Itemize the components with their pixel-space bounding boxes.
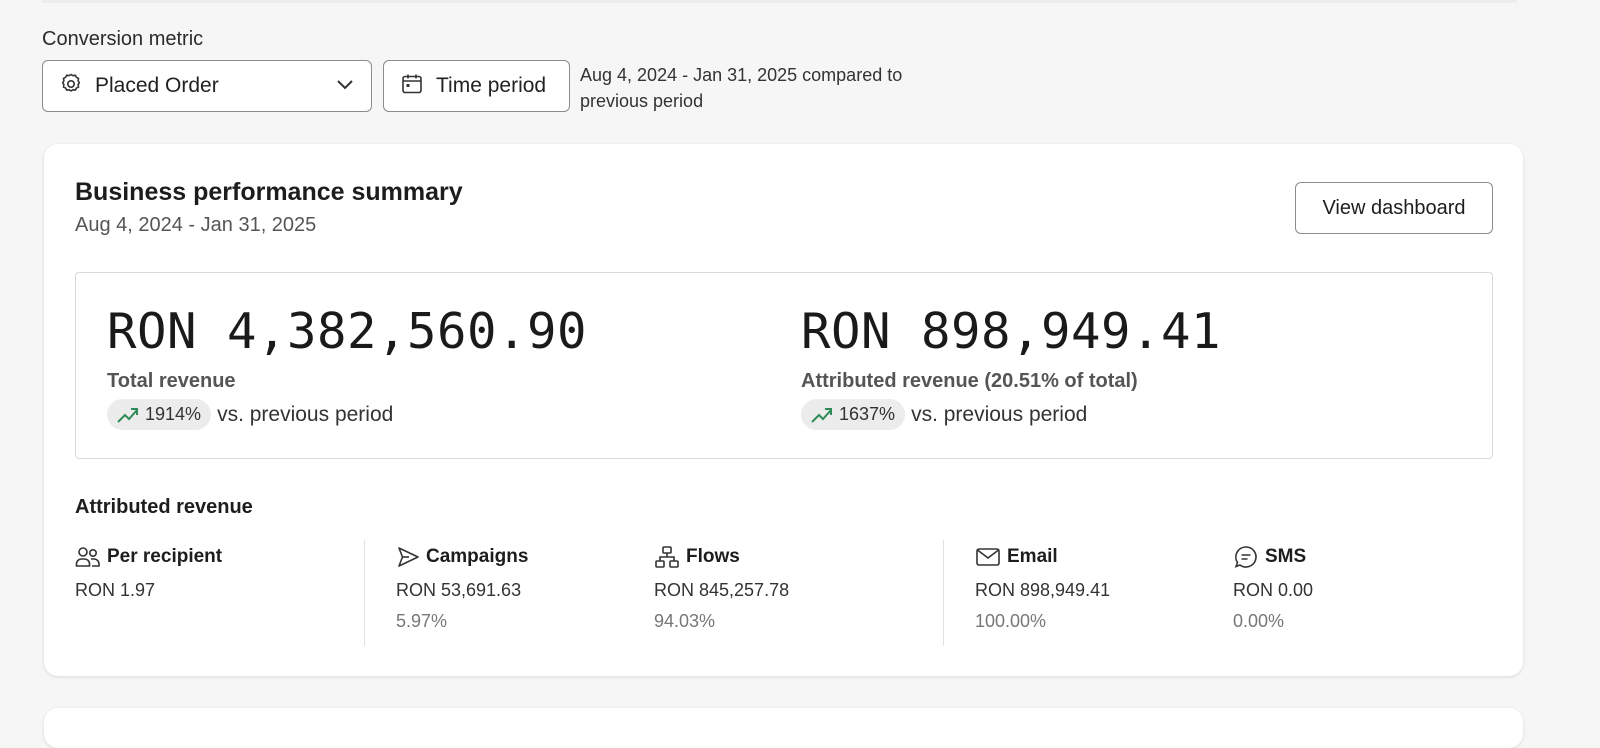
stat-label: Flows [686, 546, 740, 567]
trend-badge: 1637% [801, 399, 906, 430]
attributed-revenue-value: RON 898,949.41 [801, 303, 1222, 360]
chat-icon [1234, 546, 1257, 568]
stat-label: SMS [1265, 546, 1307, 567]
metric-selected-value: Placed Order [95, 74, 219, 97]
stat-value: RON 0.00 [1233, 580, 1314, 600]
trend-compare-text: vs. previous period [911, 402, 1088, 426]
gear-icon [59, 72, 83, 101]
stat-value: RON 845,257.78 [654, 580, 790, 600]
trend-change-value: 1637% [839, 404, 896, 424]
calendar-icon [400, 72, 424, 101]
users-icon [75, 547, 100, 567]
stat-label: Email [1007, 546, 1058, 567]
total-revenue-metric: RON 4,382,560.90 Total revenue 1914% vs.… [107, 303, 587, 430]
trend-up-icon [811, 407, 832, 423]
flows-stat: Flows RON 845,257.78 94.03% [654, 542, 789, 632]
business-summary-card: Business performance summary Aug 4, 2024… [44, 144, 1523, 676]
stat-divider [364, 540, 365, 646]
total-revenue-trend: 1914% vs. previous period [107, 399, 587, 430]
card-title: Business performance summary [75, 178, 463, 206]
stat-value: RON 898,949.41 [975, 580, 1111, 600]
total-revenue-label: Total revenue [107, 370, 236, 392]
attributed-revenue-section-title: Attributed revenue [75, 496, 253, 518]
stat-label: Per recipient [107, 546, 223, 567]
stat-percent: 0.00% [1233, 611, 1285, 631]
time-period-button[interactable]: Time period [383, 60, 570, 112]
stat-percent: 100.00% [975, 611, 1047, 631]
time-period-label: Time period [436, 74, 547, 97]
per-recipient-stat: Per recipient RON 1.97 [75, 542, 222, 601]
revenue-metrics-box: RON 4,382,560.90 Total revenue 1914% vs.… [75, 272, 1493, 459]
period-comparison-note: Aug 4, 2024 - Jan 31, 2025 compared to p… [580, 65, 903, 111]
sms-stat: SMS RON 0.00 0.00% [1233, 542, 1313, 632]
attributed-revenue-trend: 1637% vs. previous period [801, 399, 1221, 430]
campaigns-stat: Campaigns RON 53,691.63 5.97% [396, 542, 528, 632]
mail-icon [976, 548, 1000, 566]
attributed-revenue-label: Attributed revenue (20.51% of total) [801, 370, 1138, 392]
stat-divider [943, 540, 944, 646]
stat-value: RON 53,691.63 [396, 580, 522, 600]
stat-percent: 94.03% [654, 611, 716, 631]
view-dashboard-button[interactable]: View dashboard [1295, 182, 1493, 234]
total-revenue-value: RON 4,382,560.90 [107, 303, 588, 360]
send-icon [398, 547, 419, 567]
stat-label: Campaigns [426, 546, 529, 567]
attributed-revenue-metric: RON 898,949.41 Attributed revenue (20.51… [801, 303, 1221, 430]
top-divider [42, 0, 1517, 3]
stat-percent: 5.97% [396, 611, 448, 631]
email-stat: Email RON 898,949.41 100.00% [975, 542, 1110, 632]
next-card [44, 708, 1523, 748]
conversion-metric-label: Conversion metric [42, 28, 204, 50]
trend-badge: 1914% [107, 399, 212, 430]
card-date-range: Aug 4, 2024 - Jan 31, 2025 [75, 214, 317, 236]
trend-compare-text: vs. previous period [217, 402, 394, 426]
stat-value: RON 1.97 [75, 580, 156, 600]
trend-change-value: 1914% [145, 404, 202, 424]
flows-icon [655, 546, 679, 568]
conversion-metric-select[interactable]: Placed Order [42, 60, 372, 112]
trend-up-icon [117, 407, 138, 423]
chevron-down-icon [335, 74, 355, 99]
